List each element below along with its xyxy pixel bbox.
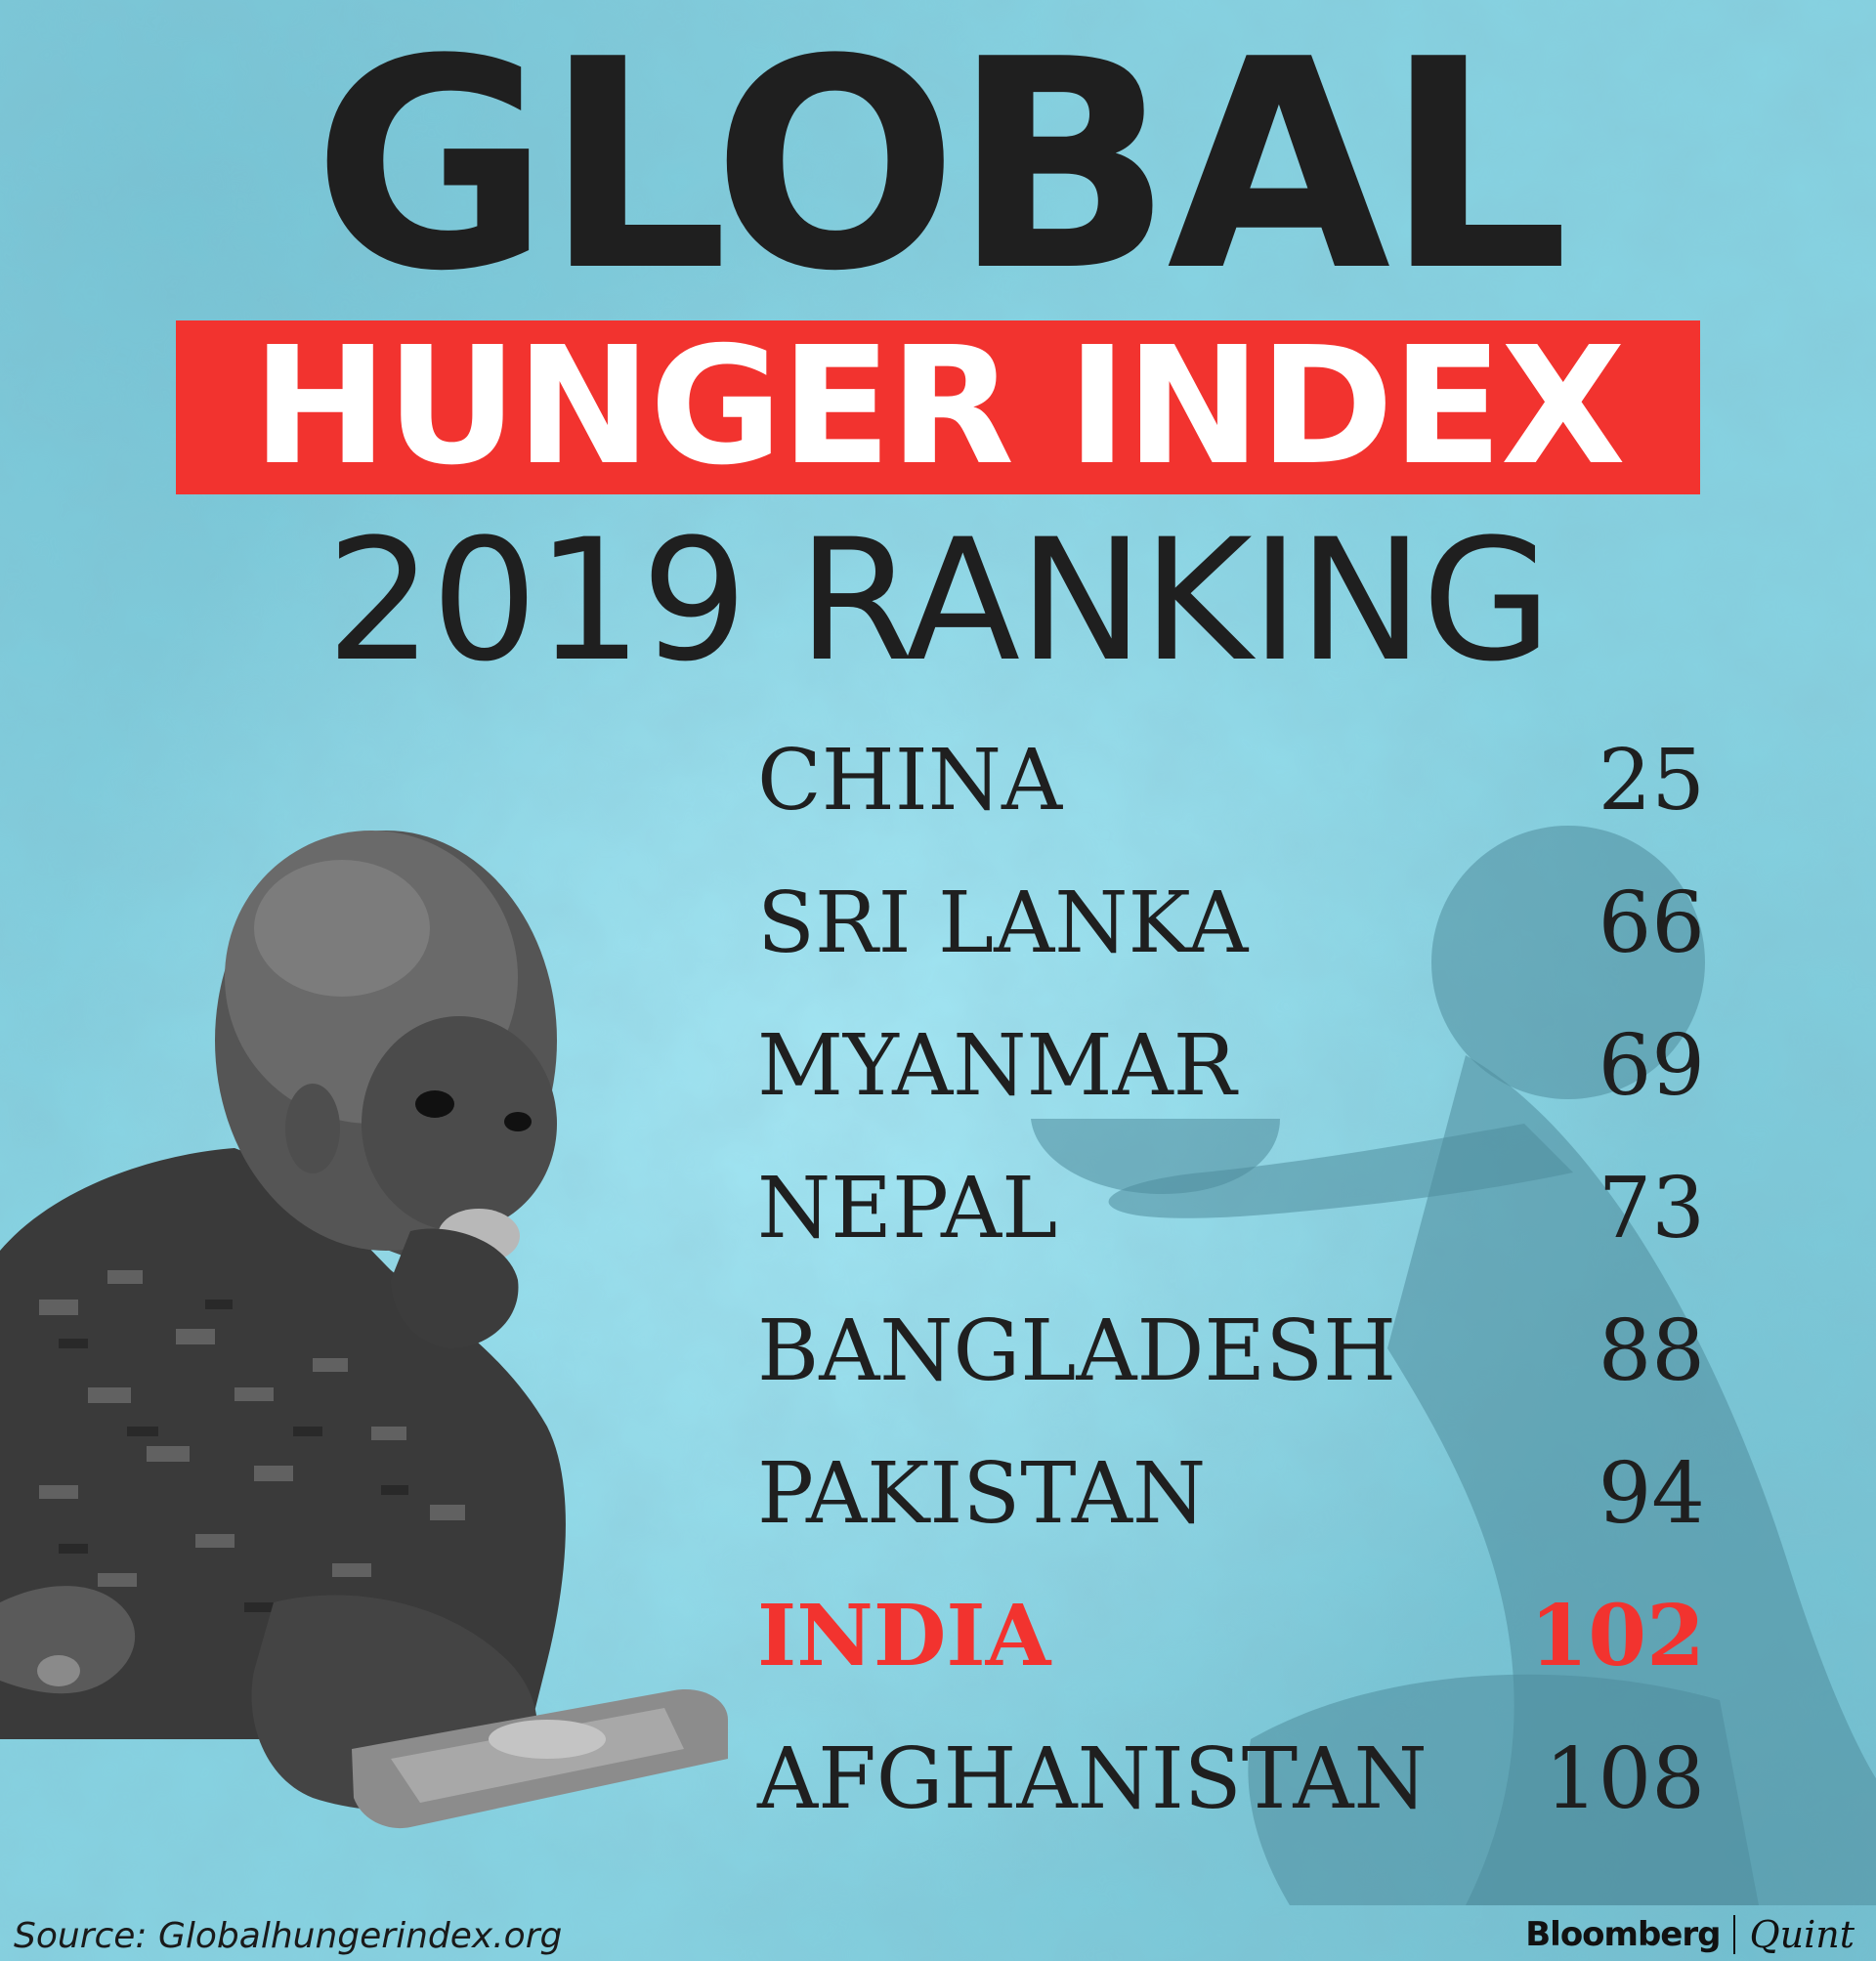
rank-value: 66: [1598, 874, 1705, 972]
rank-row-myanmar: MYANMAR 69: [757, 1003, 1705, 1146]
title-hunger-banner: [176, 320, 1700, 494]
rank-row-india: INDIA 102: [757, 1574, 1705, 1717]
rank-row-bangladesh: BANGLADESH 88: [757, 1289, 1705, 1431]
brand-bloomberg: Bloomberg: [1525, 1915, 1721, 1954]
rank-row-china: CHINA 25: [757, 718, 1705, 861]
country-name: BANGLADESH: [757, 1302, 1397, 1400]
rank-row-afghanistan: AFGHANISTAN 108: [757, 1717, 1705, 1859]
title-global: GLOBAL: [313, 0, 1569, 334]
brand-logo: Bloomberg Quint: [1525, 1911, 1855, 1958]
country-name: SRI LANKA: [757, 874, 1249, 972]
rank-value: 108: [1544, 1730, 1705, 1828]
brand-separator: [1733, 1915, 1736, 1954]
country-name: CHINA: [757, 732, 1063, 830]
rank-value: 69: [1598, 1017, 1705, 1115]
brand-quint: Quint: [1749, 1913, 1855, 1956]
country-name: AFGHANISTAN: [757, 1730, 1428, 1828]
title-hunger-index: HUNGER INDEX: [252, 313, 1626, 501]
rank-value: 88: [1598, 1302, 1705, 1400]
ranking-list: CHINA 25 SRI LANKA 66 MYANMAR 69 NEPAL 7…: [757, 718, 1705, 1859]
child-eating-photo: [0, 831, 728, 1829]
country-name: NEPAL: [757, 1160, 1058, 1258]
source-note: Source: Globalhungerindex.org: [14, 1916, 563, 1956]
country-name: INDIA: [757, 1587, 1051, 1685]
country-name: PAKISTAN: [757, 1445, 1207, 1543]
rank-value: 73: [1598, 1160, 1705, 1258]
shadow-figure-with-bowl: [1031, 826, 1876, 1905]
country-name: MYANMAR: [757, 1017, 1237, 1115]
rank-row-nepal: NEPAL 73: [757, 1146, 1705, 1289]
rank-value: 102: [1529, 1587, 1705, 1685]
rank-value: 25: [1598, 732, 1705, 830]
rank-row-pakistan: PAKISTAN 94: [757, 1431, 1705, 1574]
rank-value: 94: [1598, 1445, 1705, 1543]
rank-row-sri-lanka: SRI LANKA 66: [757, 861, 1705, 1003]
title-ranking: 2019 RANKING: [325, 502, 1553, 699]
